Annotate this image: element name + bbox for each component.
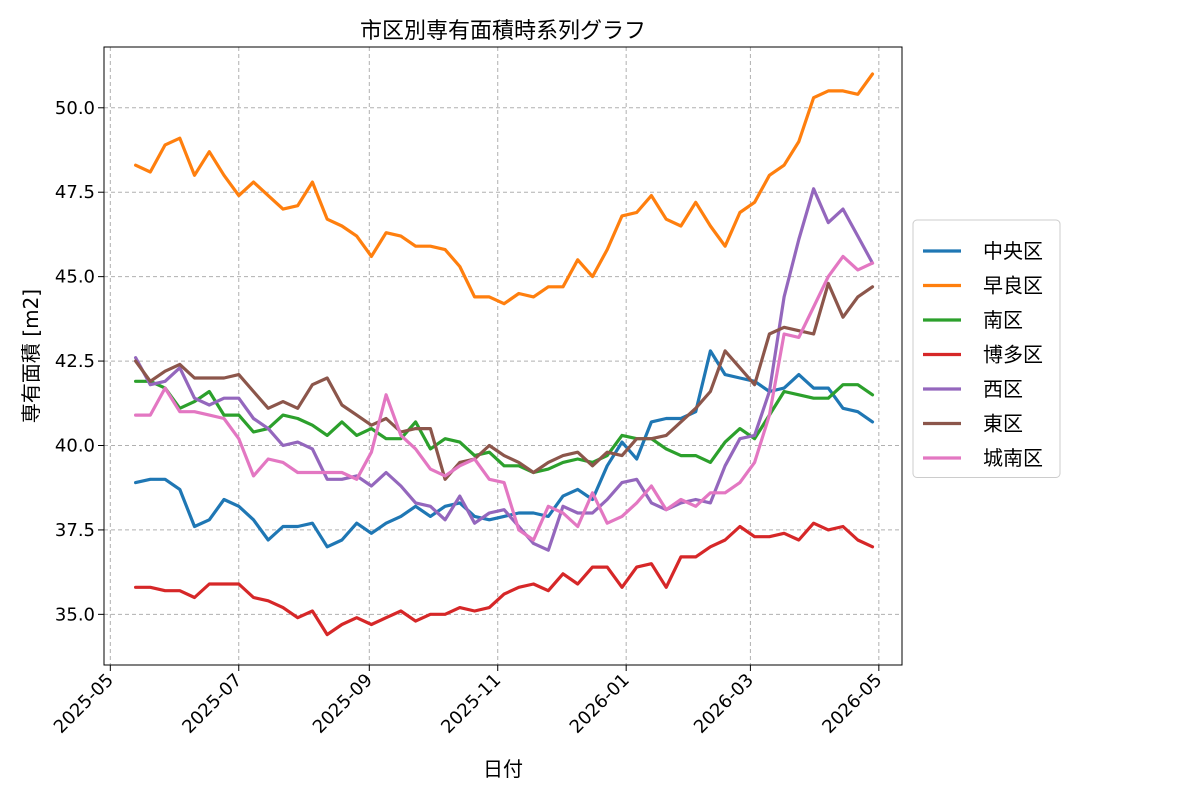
x-tick-label: 2026-03 [690,670,758,738]
legend-label: 城南区 [983,446,1043,470]
x-tick-label: 2026-01 [566,670,634,738]
x-tick-label: 2026-05 [818,670,886,738]
y-tick-label: 35.0 [55,604,95,625]
y-axis-label: 専有面積 [m2] [19,289,43,423]
y-tick-label: 37.5 [55,520,95,541]
legend-label: 西区 [983,377,1023,401]
y-tick-label: 42.5 [55,351,95,372]
x-tick-label: 2025-05 [50,670,118,738]
legend-label: 東区 [983,412,1023,436]
chart-title: 市区別専有面積時系列グラフ [360,19,646,44]
legend-label: 博多区 [983,343,1043,367]
y-tick-label: 40.0 [55,435,95,456]
grid-lines [104,47,902,665]
y-axis: 35.0 37.5 40.0 42.5 45.0 47.5 50.0 [55,98,104,625]
y-tick-label: 45.0 [55,267,95,288]
series-line [134,281,875,481]
x-tick-label: 2025-11 [437,670,505,738]
legend-label: 中央区 [983,239,1043,263]
legend-label: 南区 [983,308,1023,332]
x-axis: 2025-05 2025-07 2025-09 2025-11 2026-01 2026-… [50,665,886,738]
series-lines [134,72,875,637]
y-tick-label: 47.5 [55,182,95,203]
series-line [134,72,875,306]
x-tick-label: 2025-07 [178,670,246,738]
plot-area [103,46,903,666]
legend-label: 早良区 [983,274,1043,298]
x-tick-label: 2025-09 [309,670,377,738]
x-axis-label: 日付 [483,757,523,781]
series-line [134,254,875,542]
series-line [134,349,875,549]
series-line [134,187,875,552]
y-tick-label: 50.0 [55,98,95,119]
series-line [134,521,875,637]
